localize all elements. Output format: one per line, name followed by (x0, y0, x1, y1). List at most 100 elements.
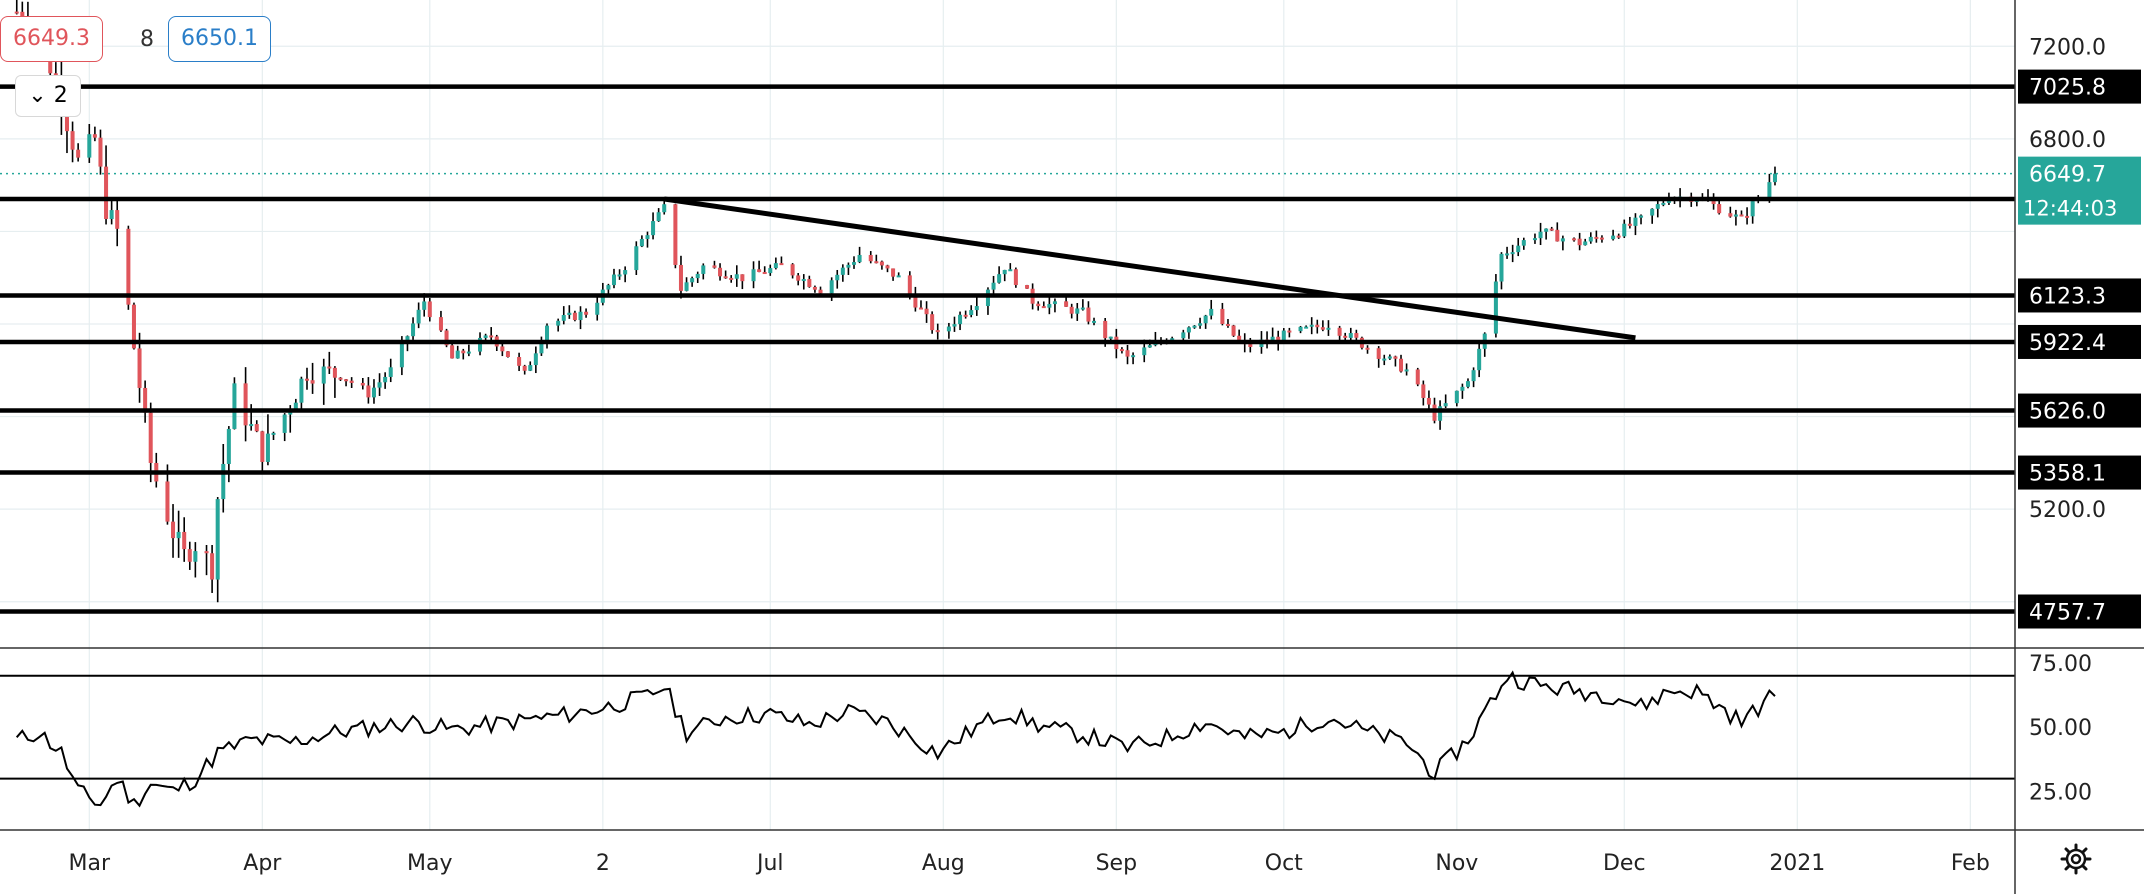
candle (1767, 182, 1772, 198)
candle (1069, 306, 1074, 314)
candle (321, 366, 326, 384)
candle (623, 270, 628, 275)
candle (1572, 238, 1577, 241)
candle (1086, 307, 1091, 322)
candle (807, 279, 812, 287)
candle (1387, 356, 1392, 359)
x-tick-label: Feb (1951, 851, 1990, 876)
level-label-bg (2018, 278, 2141, 313)
candle (399, 342, 404, 368)
candle (645, 235, 650, 239)
candle (1075, 308, 1080, 314)
candle (1438, 406, 1443, 421)
candle (701, 265, 706, 274)
grid (0, 0, 2015, 830)
candle (450, 345, 455, 359)
level-label-bg (2018, 455, 2141, 490)
candle (1119, 349, 1124, 352)
candle (483, 335, 488, 338)
candle (1365, 347, 1370, 350)
candle (1237, 335, 1242, 340)
candle (1627, 223, 1632, 226)
x-tick-label: Sep (1096, 851, 1137, 876)
candle (1298, 326, 1303, 332)
candle (1270, 336, 1275, 342)
candle (1080, 307, 1085, 310)
candle (561, 315, 566, 321)
candle (444, 330, 449, 346)
gear-icon[interactable] (2060, 843, 2092, 875)
candle (1131, 355, 1136, 358)
candle (383, 376, 388, 383)
candle (70, 131, 75, 150)
oscillator-tick-label: 75.00 (2029, 652, 2092, 677)
candle (617, 274, 622, 277)
candle (332, 367, 337, 378)
candle (1354, 333, 1359, 338)
candle (1611, 235, 1616, 240)
candle (840, 267, 845, 275)
candle (427, 301, 432, 318)
candle (1309, 324, 1314, 327)
candle (935, 330, 940, 333)
candle (974, 306, 979, 311)
candle (304, 378, 310, 381)
candle (87, 134, 92, 158)
candle (489, 335, 494, 338)
x-tick-label: Mar (69, 851, 111, 876)
candle (1192, 325, 1197, 328)
candle (1661, 202, 1666, 205)
candle (1499, 253, 1504, 282)
candle (176, 531, 181, 539)
candle (1002, 269, 1007, 275)
level-label: 6123.3 (2029, 284, 2106, 309)
collapse-toggle[interactable]: ⌄ 2 (15, 75, 81, 117)
candle (1599, 237, 1604, 240)
candle (556, 320, 561, 326)
candle (718, 267, 723, 277)
level-label-bg (2018, 69, 2141, 104)
candle (1326, 327, 1331, 330)
candle (1142, 347, 1147, 356)
candle (757, 269, 762, 273)
candle (729, 277, 734, 280)
candle (338, 377, 343, 380)
level-label-bg (2018, 594, 2141, 629)
x-tick-label: 2 (596, 851, 610, 876)
candle (1064, 301, 1069, 307)
candle (1633, 217, 1638, 226)
candle (539, 341, 544, 354)
bid-price-button[interactable]: 6649.3 (0, 16, 103, 62)
candle (818, 289, 823, 294)
y-tick-label: 7200.0 (2029, 35, 2106, 60)
candle (896, 275, 901, 278)
oscillator-tick-label: 50.00 (2029, 716, 2092, 741)
candle (98, 137, 103, 167)
candle (165, 481, 170, 522)
candle (411, 323, 416, 337)
candle (1616, 235, 1621, 238)
candle (572, 312, 577, 321)
candle (712, 265, 717, 268)
candle-countdown: 12:44:03 (2023, 197, 2117, 221)
candle (879, 261, 884, 266)
candle (1209, 308, 1214, 316)
candle (695, 273, 700, 279)
oscillator-line (15, 670, 1776, 808)
candle (1008, 269, 1013, 272)
candle (1337, 327, 1342, 336)
x-tick-label: May (407, 851, 452, 876)
candle (528, 365, 533, 371)
candle (930, 314, 935, 331)
candle (478, 337, 483, 352)
candle (1728, 213, 1733, 217)
candle (851, 262, 857, 265)
candle (1041, 306, 1046, 309)
candle (1560, 238, 1565, 242)
candle (1315, 324, 1320, 328)
candle (1505, 253, 1510, 256)
candle (455, 350, 460, 359)
ask-price-button[interactable]: 6650.1 (168, 16, 271, 62)
